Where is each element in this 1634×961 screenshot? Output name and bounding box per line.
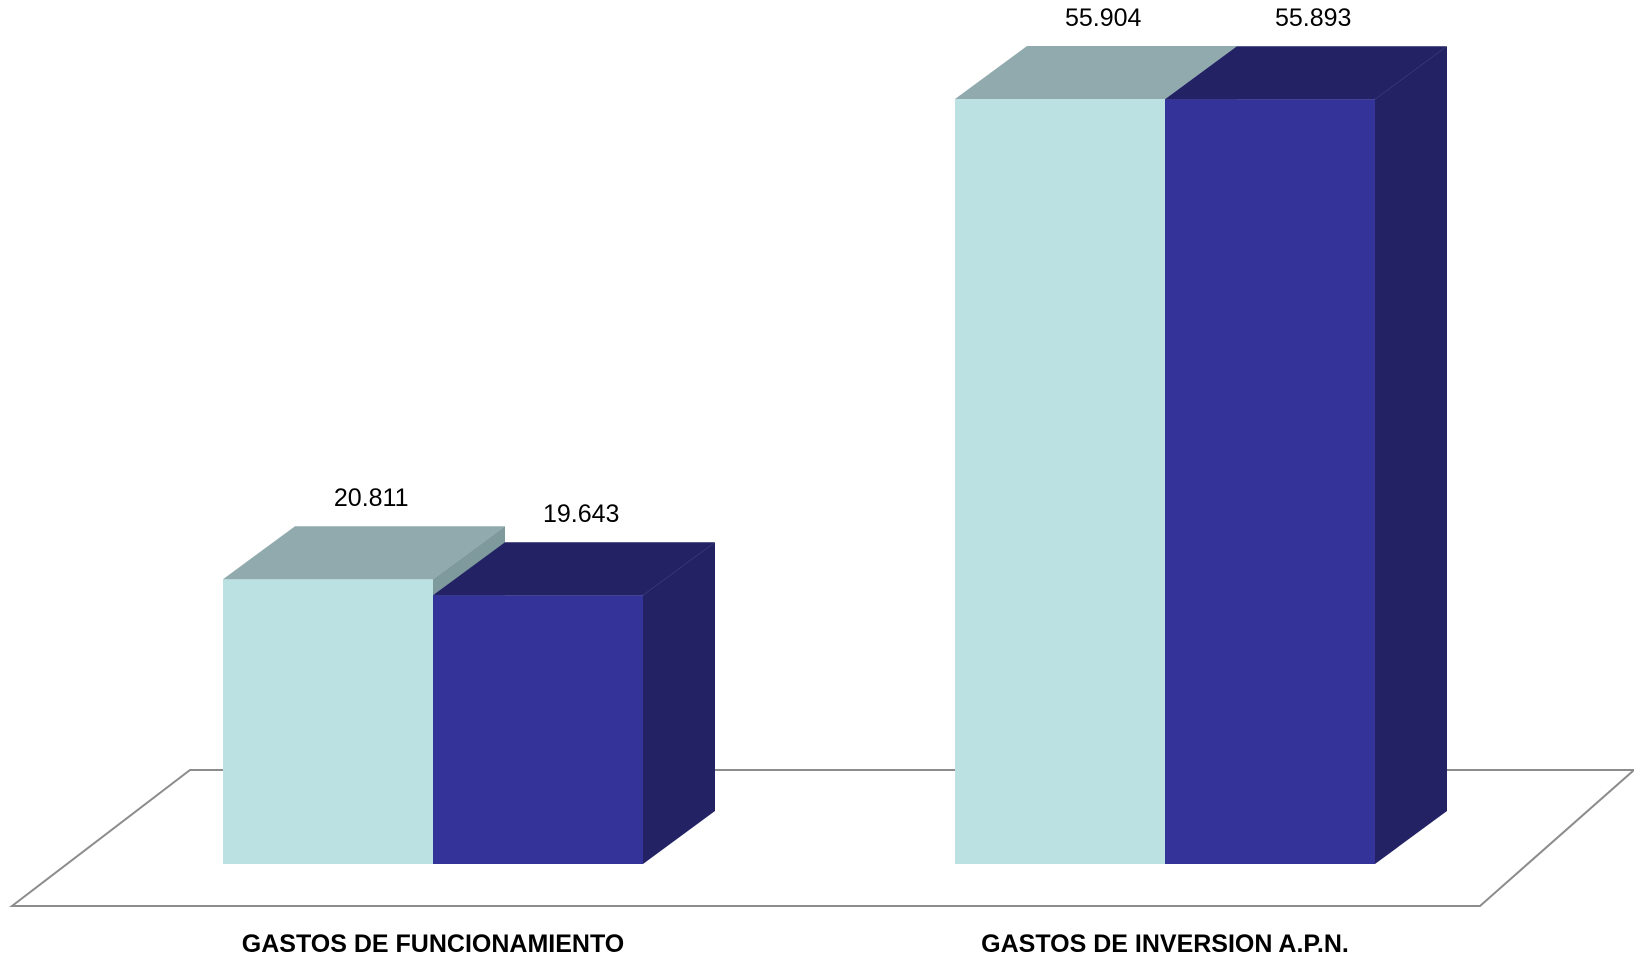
bar — [433, 542, 715, 864]
data-label: 19.643 — [543, 500, 619, 528]
x-tick-label: GASTOS DE INVERSION A.P.N. — [981, 930, 1349, 958]
bar-top-face — [955, 46, 1237, 100]
bar-top-face — [223, 526, 505, 580]
x-tick-label: GASTOS DE FUNCIONAMIENTO — [242, 930, 624, 958]
data-label: 20.811 — [334, 484, 409, 512]
data-label: 55.893 — [1275, 4, 1351, 32]
bar — [1165, 46, 1447, 864]
data-label: 55.904 — [1065, 4, 1142, 32]
bar-front-face — [433, 595, 643, 864]
bar-top-face — [1165, 46, 1447, 100]
bar-front-face — [1165, 99, 1375, 864]
bar-front-face — [223, 579, 433, 864]
bar-side-face — [1375, 46, 1447, 864]
bar-top-face — [433, 542, 715, 596]
bar-front-face — [955, 99, 1165, 864]
bar-side-face — [643, 542, 715, 864]
